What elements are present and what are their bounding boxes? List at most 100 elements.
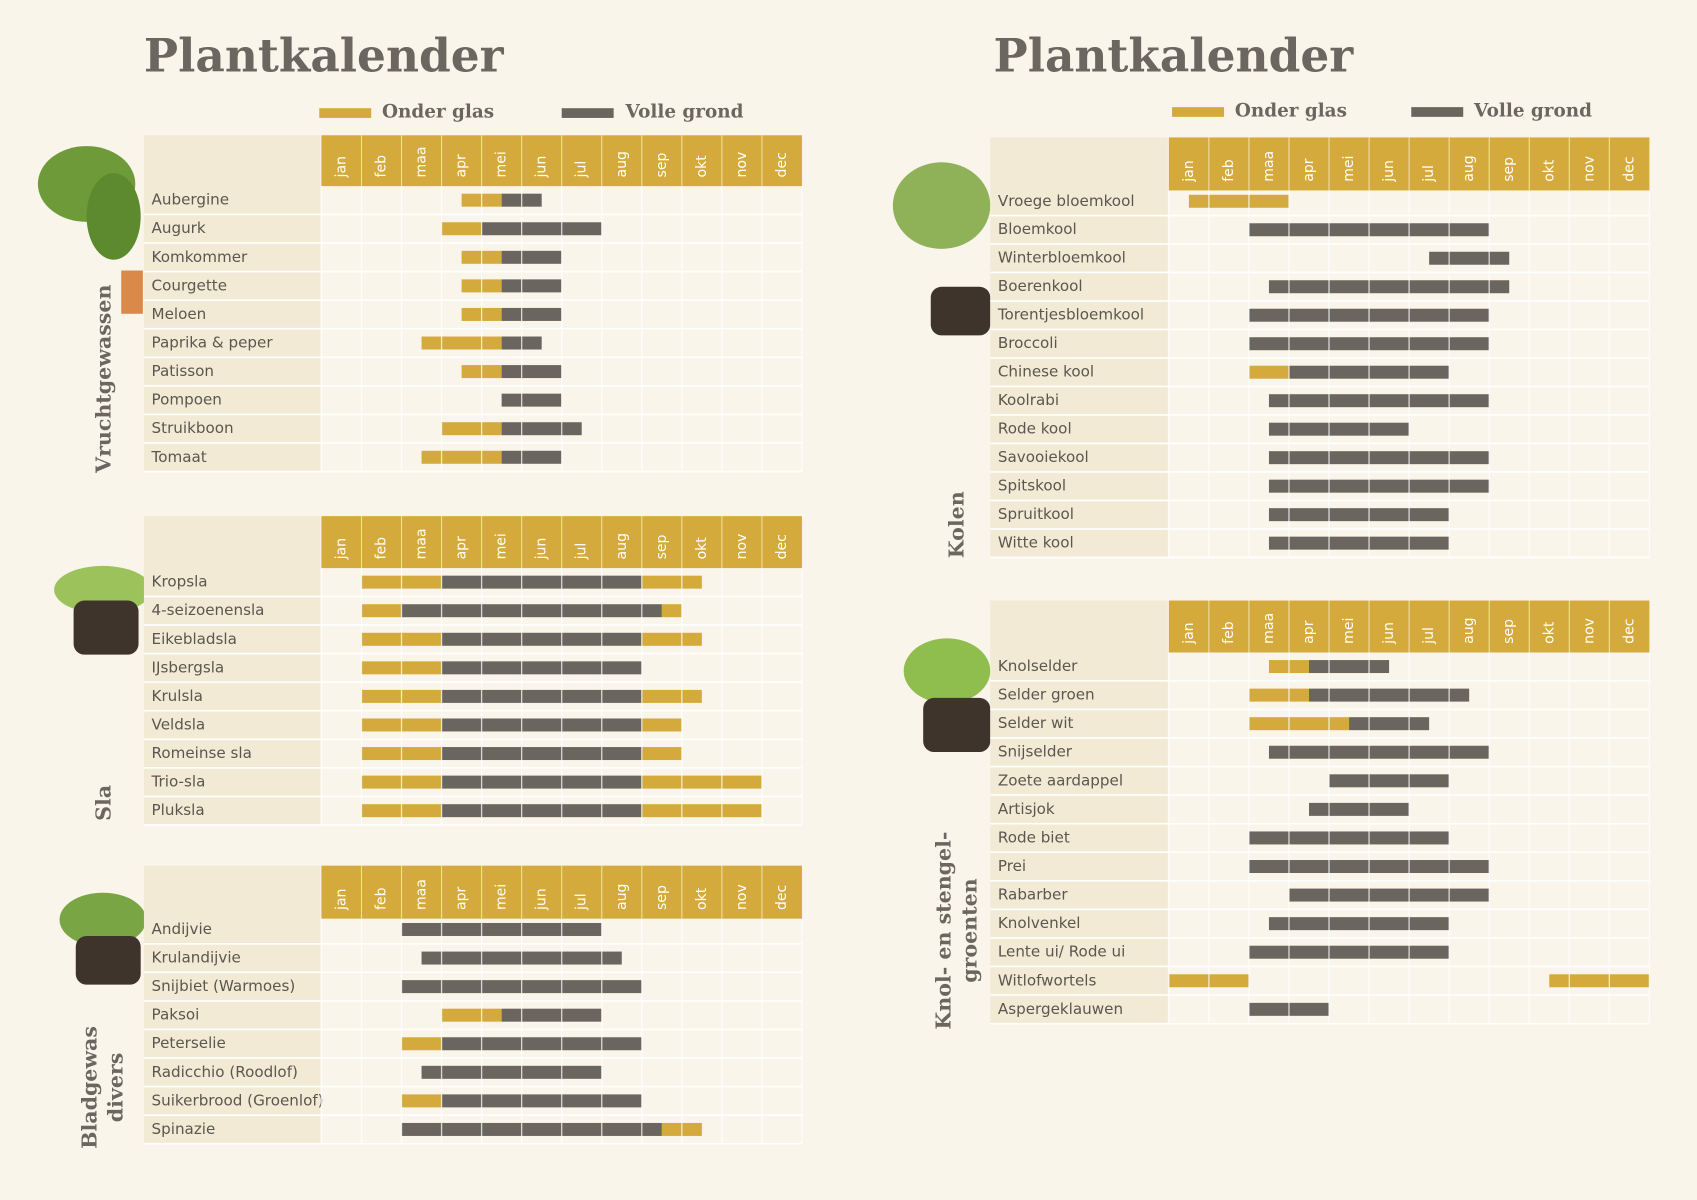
- bar-grond: [441, 575, 642, 589]
- bar-grond: [501, 279, 562, 293]
- bar-glas: [641, 632, 702, 646]
- bar-grond: [441, 689, 642, 703]
- bar-grond: [1288, 888, 1490, 902]
- month-label: nov: [1581, 156, 1597, 182]
- month-label: mei: [1341, 618, 1357, 644]
- plant-name: Savooiekool: [998, 448, 1089, 466]
- plant-name: Chinese kool: [998, 363, 1094, 381]
- bar-glas: [401, 1094, 442, 1108]
- plant-name: Witlofwortels: [998, 971, 1097, 989]
- plant-name: Trio-sla: [151, 773, 206, 791]
- plant-name: Zoete aardappel: [998, 771, 1123, 789]
- bar-grond: [441, 747, 642, 761]
- name-column: [990, 600, 1168, 1024]
- month-label: dec: [774, 152, 790, 177]
- bar-grond: [501, 422, 582, 436]
- month-label: jan: [333, 889, 349, 911]
- bar-glas: [421, 450, 502, 464]
- month-label: jun: [534, 538, 550, 561]
- month-label: jun: [534, 156, 550, 179]
- bar-grond: [1268, 536, 1450, 550]
- plant-name: Prei: [998, 857, 1026, 875]
- plant-name: Torentjesbloemkool: [997, 306, 1144, 324]
- month-label: aug: [1461, 617, 1477, 643]
- plant-name: Krulandijvie: [152, 949, 241, 967]
- plant-name: Koolrabi: [998, 391, 1059, 409]
- plant-name: Aspergeklauwen: [998, 1000, 1123, 1018]
- legend-swatch-glas: [1172, 107, 1225, 117]
- bar-glas: [1248, 365, 1289, 379]
- bar-glas: [441, 222, 482, 236]
- month-label: sep: [1501, 157, 1517, 182]
- plant-name: Paprika & peper: [152, 334, 274, 352]
- plant-name: Aubergine: [152, 191, 230, 209]
- plant-name: Rode kool: [998, 420, 1072, 438]
- month-label: nov: [734, 152, 750, 178]
- bar-grond: [401, 604, 662, 618]
- month-label: apr: [454, 536, 470, 560]
- plant-name: Artisjok: [998, 800, 1055, 818]
- bar-grond: [1309, 802, 1410, 816]
- page-title: Plantkalender: [144, 28, 505, 82]
- plant-name: Knolvenkel: [998, 914, 1081, 932]
- bar-grond: [401, 1122, 662, 1136]
- bar-grond: [1268, 280, 1510, 294]
- plant-name: Suikerbrood (Groenlof): [152, 1091, 324, 1109]
- bar-grond: [501, 393, 562, 407]
- plant-name: Struikboon: [152, 419, 234, 437]
- bar-grond: [441, 775, 642, 789]
- plant-name: Snijbiet (Warmoes): [152, 977, 296, 995]
- bar-grond: [441, 804, 642, 818]
- plant-name: Pluksla: [152, 801, 205, 819]
- month-label: apr: [454, 886, 470, 910]
- bar-grond: [1248, 945, 1450, 959]
- bar-glas: [641, 689, 702, 703]
- name-column: [143, 865, 321, 1144]
- month-label: mei: [1341, 156, 1357, 182]
- month-label: nov: [734, 534, 750, 560]
- month-label: okt: [1541, 621, 1557, 644]
- plant-name: Veldsla: [152, 715, 206, 733]
- bar-grond: [1309, 660, 1390, 674]
- month-label: aug: [614, 151, 630, 177]
- bar-grond: [441, 1037, 642, 1051]
- month-label: apr: [1301, 620, 1317, 644]
- month-label: sep: [654, 534, 670, 559]
- legend-swatch-glas: [319, 108, 372, 118]
- bar-glas: [1549, 974, 1650, 988]
- plant-name: Eikebladsla: [152, 630, 237, 648]
- category-label: groenten: [957, 878, 981, 982]
- plant-name: Selder groen: [998, 686, 1095, 704]
- month-label: jun: [1381, 160, 1397, 183]
- plant-name: Lente ui/ Rode ui: [998, 943, 1126, 961]
- month-label: jun: [1381, 622, 1397, 645]
- legend-label: Volle grond: [1473, 100, 1592, 121]
- plant-name: Spitskool: [998, 477, 1066, 495]
- name-column: [143, 516, 321, 825]
- plant-name: Tomaat: [151, 448, 207, 466]
- month-label: feb: [373, 887, 389, 910]
- month-label: okt: [694, 155, 710, 178]
- month-label: jan: [1181, 622, 1197, 644]
- plant-name: Radicchio (Roodlof): [152, 1063, 298, 1081]
- month-label: feb: [1221, 621, 1237, 644]
- plant-name: Snijselder: [998, 743, 1073, 761]
- month-label: jun: [534, 888, 550, 911]
- bar-grond: [441, 661, 642, 675]
- bar-grond: [1329, 774, 1450, 788]
- month-label: maa: [414, 879, 430, 910]
- bar-grond: [501, 365, 562, 379]
- plant-name: Spruitkool: [998, 505, 1074, 523]
- plant-name: Broccoli: [998, 334, 1058, 352]
- bar-grond: [1268, 479, 1490, 493]
- plant-name: Paksoi: [152, 1006, 200, 1024]
- month-label: apr: [1301, 158, 1317, 182]
- bar-grond: [401, 922, 602, 936]
- plant-name: Andijvie: [152, 920, 212, 938]
- month-label: mei: [494, 884, 510, 910]
- month-label: maa: [1261, 151, 1277, 182]
- month-label: feb: [373, 537, 389, 560]
- bar-grond: [441, 1094, 642, 1108]
- legend-label: Volle grond: [625, 102, 744, 123]
